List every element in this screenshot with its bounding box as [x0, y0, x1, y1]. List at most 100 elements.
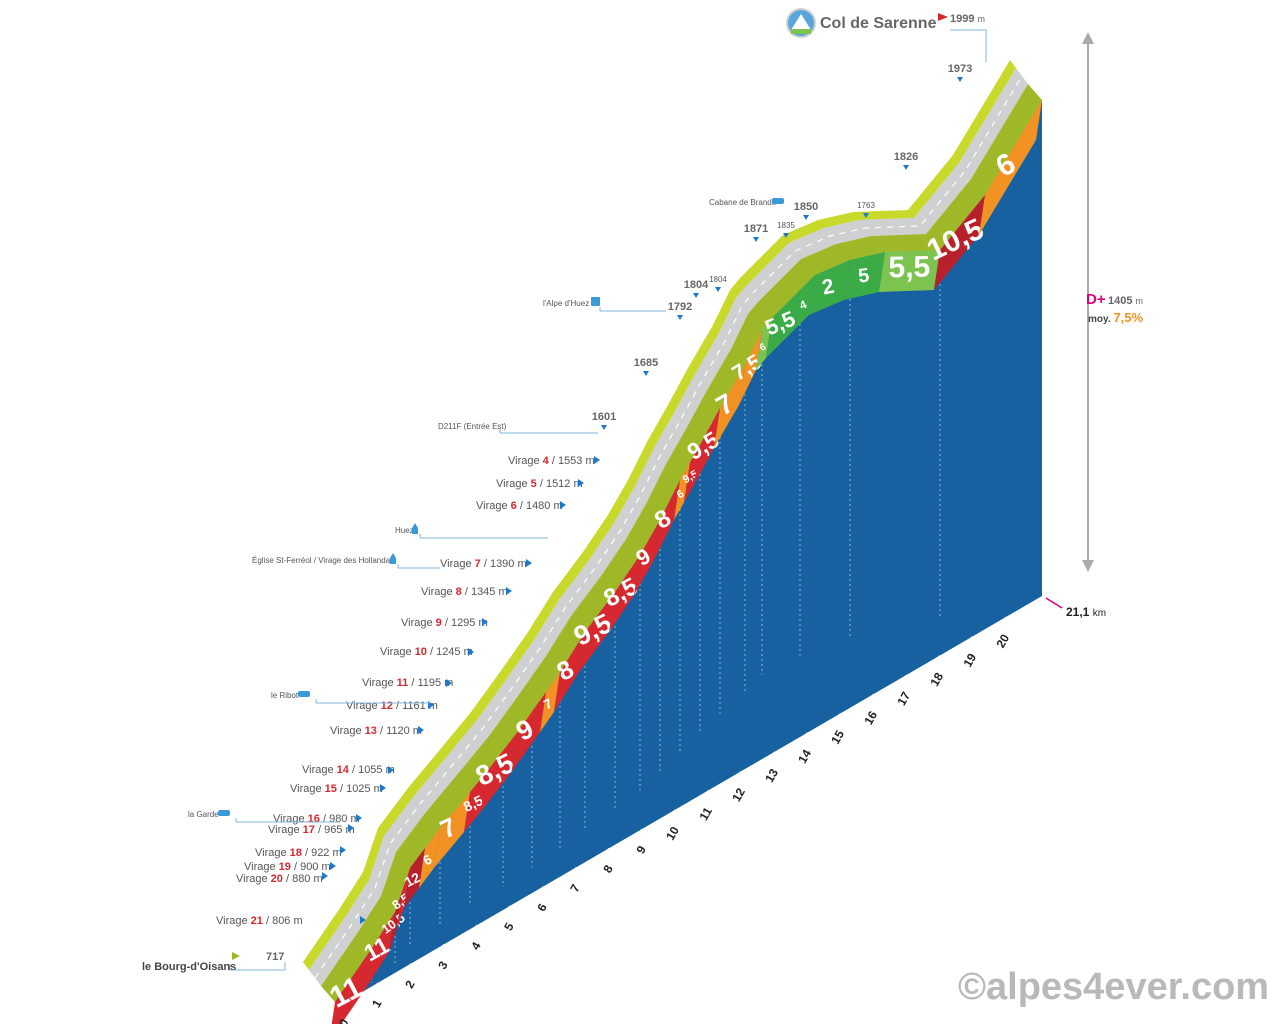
gradient-segment	[809, 260, 850, 315]
summit-unit: m	[978, 14, 986, 24]
virage-label: Virage 10 / 1245 m	[380, 646, 473, 658]
place-label: la Garde	[188, 810, 219, 819]
virage-label: Virage 5 / 1512 m	[496, 478, 583, 490]
gradient-segment	[654, 480, 680, 560]
km-tick-label: 12	[729, 785, 748, 804]
altitude-marker	[715, 287, 721, 292]
mountain-icon-peak	[791, 14, 811, 30]
km-tick	[367, 982, 379, 994]
gradient-label: 5	[857, 264, 870, 287]
place-label: Église St-Ferréol / Virage des Hollandai…	[252, 556, 396, 565]
virage-word: Virage	[290, 783, 325, 795]
virage-marker	[348, 824, 354, 832]
virage-altitude: / 1295 m	[442, 617, 488, 629]
start-flag	[232, 952, 240, 960]
place-label: Huez	[395, 526, 414, 535]
virage-marker	[388, 766, 394, 774]
km-tick-label: 19	[960, 651, 979, 670]
virage-marker	[506, 587, 512, 595]
virage-label: Virage 20 / 880 m	[236, 873, 323, 885]
virage-marker	[330, 862, 336, 870]
virage-altitude: / 1390 m	[481, 558, 527, 570]
virage-altitude: / 1245 m	[427, 646, 473, 658]
summit-altitude: 1999 m	[950, 13, 985, 25]
km-tick	[466, 924, 478, 936]
altitude-marker	[693, 293, 699, 298]
altitude-label: 1685	[634, 357, 658, 369]
virage-label: Virage 18 / 922 m	[255, 847, 342, 859]
km-tick-label: 4	[468, 939, 484, 952]
virage-number: 7	[475, 558, 481, 570]
virage-marker	[526, 559, 532, 567]
virage-number: 18	[290, 847, 302, 859]
virage-label: Virage 13 / 1120 m	[330, 725, 422, 737]
virage-number: 21	[251, 915, 263, 927]
virage-marker	[418, 726, 424, 734]
virage-number: 19	[279, 861, 291, 873]
altitude-label: 1804	[684, 279, 709, 291]
virage-word: Virage	[508, 455, 543, 467]
km-tick-label: 18	[927, 670, 946, 689]
altitude-label: 1835	[777, 221, 795, 230]
altitude-marker	[783, 233, 789, 238]
virage-label: Virage 17 / 965 m	[268, 824, 355, 836]
virage-word: Virage	[273, 813, 308, 825]
gradient-segment	[844, 252, 885, 300]
altitude-marker	[643, 371, 649, 376]
altitude-label: 1850	[794, 201, 818, 213]
gradient-segment	[396, 868, 410, 930]
summit-leader	[950, 29, 987, 62]
virage-label: Virage 8 / 1345 m	[421, 586, 508, 598]
km-tick	[433, 943, 445, 955]
virage-marker	[322, 872, 328, 880]
gradient-segment	[674, 462, 690, 520]
avg-label: moy. 7,5%	[1088, 310, 1143, 325]
km-tick-label: 9	[633, 843, 649, 856]
gradient-segment	[879, 250, 940, 292]
watermark: ©alpes4ever.com	[958, 966, 1270, 1008]
dplus-value: 1405 m	[1108, 295, 1143, 307]
km-tick	[565, 866, 577, 878]
height-arrow-head	[1082, 32, 1094, 44]
altitude-marker	[677, 315, 683, 320]
virage-altitude: / 965 m	[315, 824, 355, 836]
km-tick-label: 15	[828, 728, 847, 747]
gradient-label: 6	[675, 488, 686, 501]
km-tick	[400, 963, 412, 974]
virage-word: Virage	[421, 586, 456, 598]
gradient-segment	[756, 318, 772, 370]
dplus-label: D+	[1086, 291, 1106, 308]
virage-number: 4	[543, 455, 550, 467]
virage-marker	[578, 479, 584, 487]
km-tick-label: 20	[993, 631, 1012, 650]
place-label: D211F (Entrée Est)	[438, 422, 507, 431]
road-shoulder-front	[321, 84, 1042, 1002]
km-tick	[664, 809, 676, 820]
virage-number: 15	[325, 783, 337, 795]
virage-word: Virage	[255, 847, 290, 859]
gradient-label: 8,5	[461, 793, 486, 816]
altitude-label: 1804	[709, 275, 727, 284]
start-leader	[229, 962, 286, 971]
virage-marker	[482, 618, 488, 626]
virage-word: Virage	[330, 725, 365, 737]
km-tick-label: 8	[600, 862, 616, 875]
virage-marker	[594, 456, 600, 464]
virage-label: Virage 19 / 900 m	[244, 861, 331, 873]
profile-body	[335, 100, 1042, 1002]
km-tick-label: 14	[795, 747, 814, 766]
virage-label: Virage 21 / 806 m	[216, 915, 303, 927]
virage-word: Virage	[216, 915, 251, 927]
km-tick-label: 5	[501, 920, 517, 933]
virage-altitude: / 900 m	[291, 861, 331, 873]
gradient-segment	[694, 408, 720, 485]
virage-word: Virage	[236, 873, 271, 885]
gradient-segment	[794, 275, 815, 330]
altitude-label: 1792	[668, 301, 692, 313]
virage-label: Virage 9 / 1295 m	[401, 617, 488, 629]
km-tick	[995, 616, 1007, 628]
virage-altitude: / 922 m	[302, 847, 342, 859]
virage-marker	[356, 814, 362, 822]
